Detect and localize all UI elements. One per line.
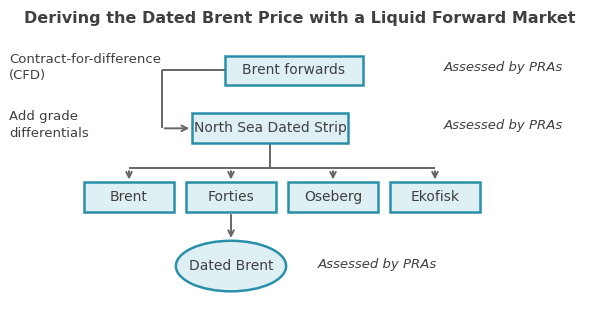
Text: Ekofisk: Ekofisk [410,190,460,204]
Text: North Sea Dated Strip: North Sea Dated Strip [194,121,346,135]
FancyBboxPatch shape [84,182,174,212]
Text: Assessed by PRAs: Assessed by PRAs [444,61,563,74]
Text: Add grade
differentials: Add grade differentials [9,110,89,140]
Text: Dated Brent: Dated Brent [189,259,273,273]
Ellipse shape [176,241,286,291]
FancyBboxPatch shape [390,182,480,212]
FancyBboxPatch shape [225,56,363,85]
Text: Brent: Brent [110,190,148,204]
Text: Assessed by PRAs: Assessed by PRAs [444,119,563,132]
Text: Oseberg: Oseberg [304,190,362,204]
FancyBboxPatch shape [192,114,348,143]
Text: Assessed by PRAs: Assessed by PRAs [318,258,437,271]
FancyBboxPatch shape [288,182,378,212]
Text: Brent forwards: Brent forwards [242,64,346,77]
Text: Forties: Forties [208,190,254,204]
FancyBboxPatch shape [186,182,276,212]
Text: Contract-for-difference
(CFD): Contract-for-difference (CFD) [9,53,161,82]
Text: Deriving the Dated Brent Price with a Liquid Forward Market: Deriving the Dated Brent Price with a Li… [24,11,576,26]
